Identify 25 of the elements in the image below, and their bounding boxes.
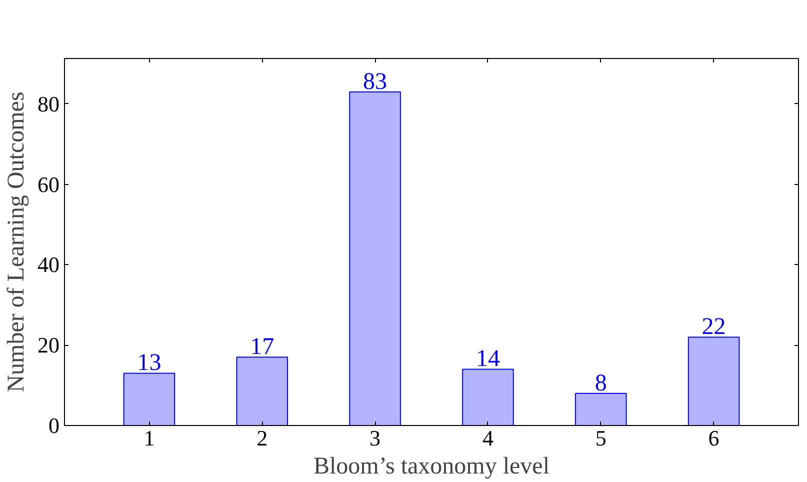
y-tick-label: 0 xyxy=(48,413,60,438)
x-tick-label: 5 xyxy=(595,426,606,450)
x-tick-label: 6 xyxy=(708,426,720,450)
x-axis-title: Bloom’s taxonomy level xyxy=(314,454,550,480)
y-tick-label: 80 xyxy=(38,91,60,116)
data-label: 83 xyxy=(363,68,388,95)
bar xyxy=(462,368,514,426)
data-label: 13 xyxy=(137,350,162,376)
bar xyxy=(688,336,740,426)
x-tick-label: 4 xyxy=(482,426,494,450)
bar xyxy=(236,356,288,426)
y-axis-title: Number of Learning Outcomes xyxy=(4,92,30,392)
data-label: 22 xyxy=(702,314,726,340)
data-label: 17 xyxy=(250,334,274,360)
y-tick-label: 20 xyxy=(38,332,60,358)
x-tick-label: 1 xyxy=(144,426,155,450)
x-tick-label: 3 xyxy=(370,426,381,450)
x-tick-label: 2 xyxy=(256,426,268,450)
y-tick-label: 60 xyxy=(38,172,60,197)
data-label: 8 xyxy=(594,370,607,396)
bar xyxy=(574,392,627,426)
bar xyxy=(123,372,176,426)
bar xyxy=(349,91,401,426)
y-tick-label: 40 xyxy=(38,252,60,278)
data-label: 14 xyxy=(476,346,500,372)
